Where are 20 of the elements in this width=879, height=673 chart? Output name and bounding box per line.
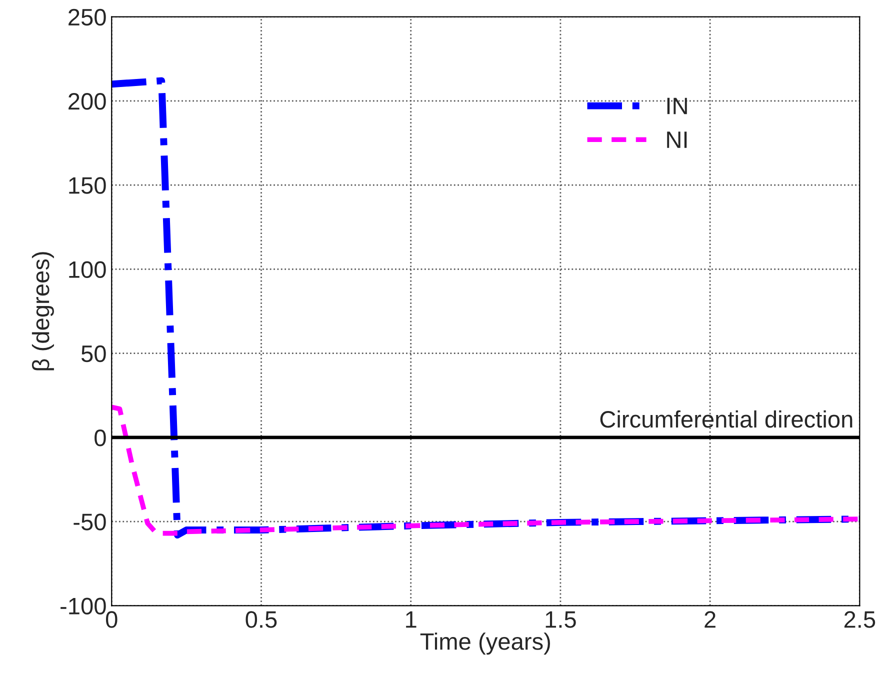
y-tick-label: 0 [94,430,106,446]
x-tick-label: 0.5 [246,611,277,628]
y-tick-label: -100 [60,598,106,614]
y-axis-title: β (degrees) [32,252,54,370]
ref-line-label: Circumferential direction [600,410,852,428]
y-tick-label: -50 [74,514,106,530]
y-tick-label: 250 [68,8,106,26]
x-tick-label: 1 [406,611,416,628]
x-tick-label: 2.5 [844,611,876,628]
y-tick-label: 100 [69,261,106,278]
line-series [112,404,860,536]
x-tick-label: 2 [704,611,716,628]
y-tick-label: 200 [68,93,106,110]
x-tick-label: 1.5 [546,611,576,628]
y-tick-label: 150 [69,177,106,194]
x-tick-label: 0 [106,611,118,628]
legend-label: NI [667,132,687,148]
legend-label: IN [667,98,687,114]
y-tick-label: 50 [81,345,106,362]
x-axis-title: Time (years) [420,632,550,655]
